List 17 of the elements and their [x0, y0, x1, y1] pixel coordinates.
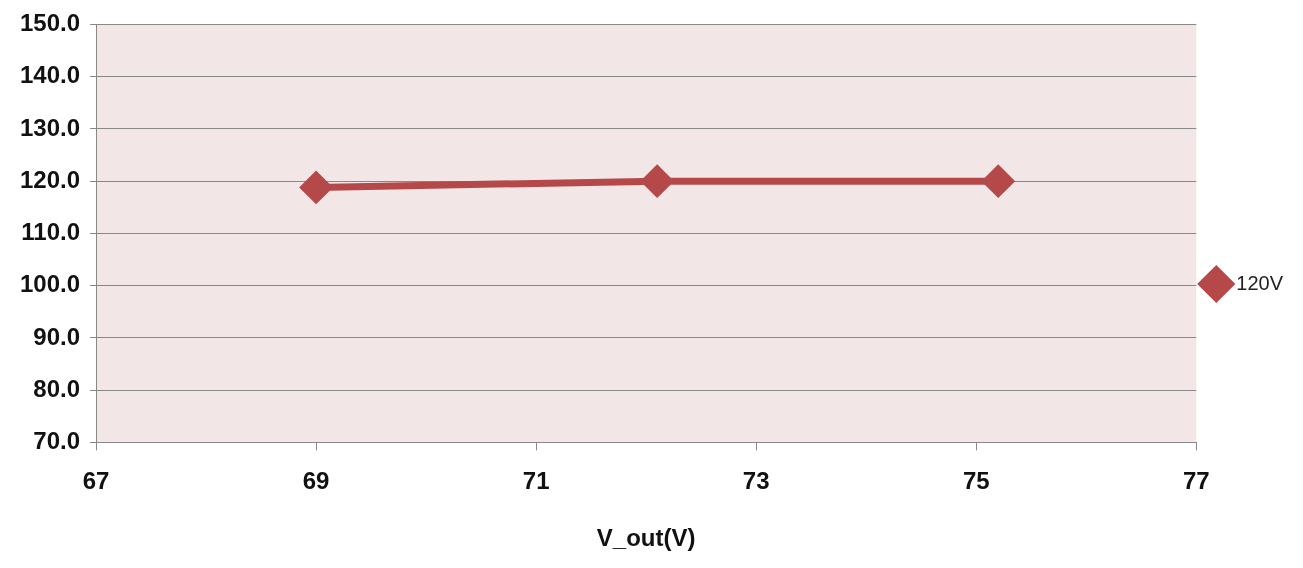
legend-label: 120V: [1236, 271, 1284, 294]
y-tick-label: 110.0: [21, 218, 81, 246]
x-tick-label: 69: [302, 467, 330, 495]
y-tick-label: 70.0: [33, 427, 81, 455]
x-tick-label: 73: [742, 467, 770, 495]
y-tick-label: 140.0: [20, 61, 81, 89]
y-tick-label: 150.0: [20, 9, 81, 37]
x-axis-title: V_out(V): [596, 524, 696, 552]
y-tick-label: 90.0: [33, 322, 81, 350]
y-tick-label: 100.0: [20, 270, 81, 298]
y-tick-label: 120.0: [20, 165, 81, 193]
x-tick-label: 67: [82, 467, 110, 495]
x-tick-label: 71: [522, 467, 550, 495]
y-tick-label: 80.0: [33, 374, 81, 402]
x-tick-label: 77: [1182, 467, 1210, 495]
x-tick-label: 75: [962, 467, 990, 495]
y-tick-label: 130.0: [20, 113, 81, 141]
